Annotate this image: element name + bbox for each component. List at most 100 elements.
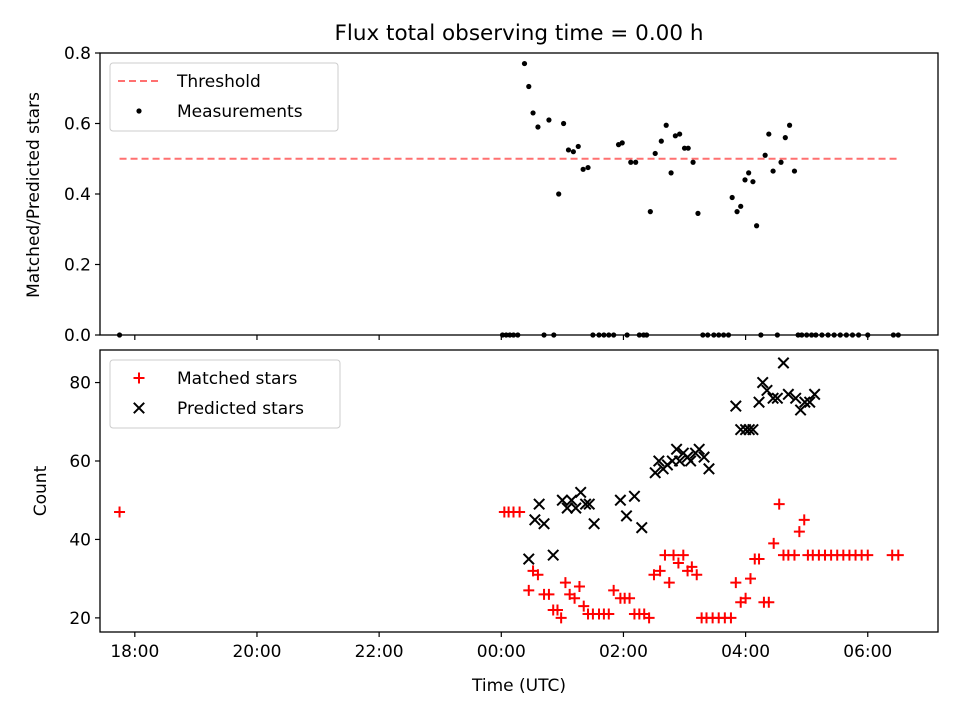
ratio-y-ticks: 0.0 0.2 0.4 0.6 0.8: [64, 44, 100, 346]
data-point: [560, 120, 567, 127]
data-point: [808, 388, 821, 401]
data-point: [528, 513, 541, 526]
data-point: [522, 553, 535, 565]
data-point: [753, 223, 760, 229]
data-point: [786, 122, 793, 128]
data-point: [693, 443, 706, 456]
data-point: [672, 557, 684, 569]
data-point: [777, 357, 790, 369]
data-point: [574, 486, 587, 499]
x-tick-label: 18:00: [110, 642, 159, 662]
data-point: [114, 506, 126, 518]
data-point: [762, 152, 768, 158]
data-point: [753, 396, 765, 409]
count-y-tick-label: 20: [69, 609, 91, 629]
x-tick-label: 04:00: [721, 642, 770, 662]
data-point: [614, 494, 627, 507]
data-point: [663, 577, 675, 589]
data-point: [750, 179, 756, 185]
count-axes-frame: [99, 349, 939, 633]
data-point: [684, 455, 697, 467]
data-point: [670, 443, 683, 456]
data-point: [570, 149, 576, 155]
data-point: [677, 131, 683, 137]
data-point: [635, 521, 648, 534]
data-point: [695, 210, 701, 216]
data-point: [530, 110, 536, 116]
data-point: [892, 549, 904, 561]
chart-title: Flux total observing time = 0.00 h: [335, 21, 704, 46]
data-point: [673, 455, 686, 467]
data-point: [773, 498, 785, 510]
data-point: [559, 577, 571, 589]
x-axis-label: Time (UTC): [471, 676, 566, 696]
data-point: [691, 569, 703, 581]
data-point: [579, 498, 592, 511]
data-point: [620, 509, 633, 522]
legend-label: Threshold: [176, 72, 261, 92]
data-point: [798, 514, 810, 526]
data-point: [756, 376, 769, 389]
data-point: [753, 553, 765, 565]
data-point: [767, 392, 779, 405]
data-point: [652, 150, 658, 157]
data-point: [793, 526, 805, 538]
data-point: [580, 166, 586, 172]
data-point: [652, 455, 665, 467]
data-point: [681, 145, 688, 151]
count-y-tick-label: 60: [69, 452, 91, 472]
data-point: [575, 143, 581, 150]
legend-box: [109, 62, 339, 132]
data-point: [782, 135, 788, 141]
ratio-y-tick-label: 0.0: [64, 326, 91, 346]
data-point: [744, 573, 756, 585]
ratio-y-tick-label: 0.4: [64, 185, 91, 205]
data-point: [628, 490, 641, 503]
data-point: [791, 168, 798, 174]
data-point: [663, 122, 669, 128]
data-point: [782, 388, 795, 401]
x-tick-label: 00:00: [477, 642, 526, 662]
data-point: [862, 549, 874, 561]
data-point: [649, 466, 662, 479]
data-point: [668, 549, 680, 561]
data-point: [729, 400, 742, 412]
data-point: [766, 131, 772, 137]
data-point: [771, 392, 784, 405]
data-point: [573, 581, 585, 593]
count-plot-area: [114, 357, 904, 624]
count-y-tick-label: 80: [69, 374, 91, 394]
data-point: [588, 517, 601, 530]
data-point: [703, 462, 715, 475]
data-point: [761, 384, 773, 397]
data-point: [561, 502, 574, 514]
ratio-y-tick-label: 0.8: [64, 44, 91, 64]
data-point: [532, 569, 544, 581]
data-point: [555, 612, 567, 624]
data-point: [546, 117, 552, 123]
count-y-tick-label: 40: [69, 530, 91, 550]
ratio-x-ticks: [134, 335, 869, 340]
x-tick-label: 20:00: [232, 642, 281, 662]
data-point: [730, 577, 742, 589]
data-point: [565, 147, 572, 153]
data-point: [538, 517, 550, 530]
data-point: [668, 170, 674, 176]
data-point: [523, 584, 535, 596]
data-point: [778, 159, 784, 165]
count-x-ticks: 18:00 20:00 22:00 00:00 02:00 04:00 06:00: [110, 632, 892, 662]
data-point: [788, 549, 800, 561]
x-tick-label: 06:00: [843, 642, 892, 662]
data-point: [619, 140, 625, 146]
count-axes: 18:00 20:00 22:00 00:00 02:00 04:00 06:00 20 40…: [31, 349, 939, 662]
data-point: [740, 592, 752, 604]
series-predicted-stars: [522, 357, 821, 565]
data-point: [725, 612, 737, 624]
series-measurements: [116, 60, 901, 338]
data-point: [556, 191, 562, 197]
data-point: [624, 592, 636, 604]
data-point: [533, 498, 546, 511]
data-point: [658, 138, 664, 144]
data-point: [578, 600, 590, 612]
data-point: [677, 549, 689, 561]
